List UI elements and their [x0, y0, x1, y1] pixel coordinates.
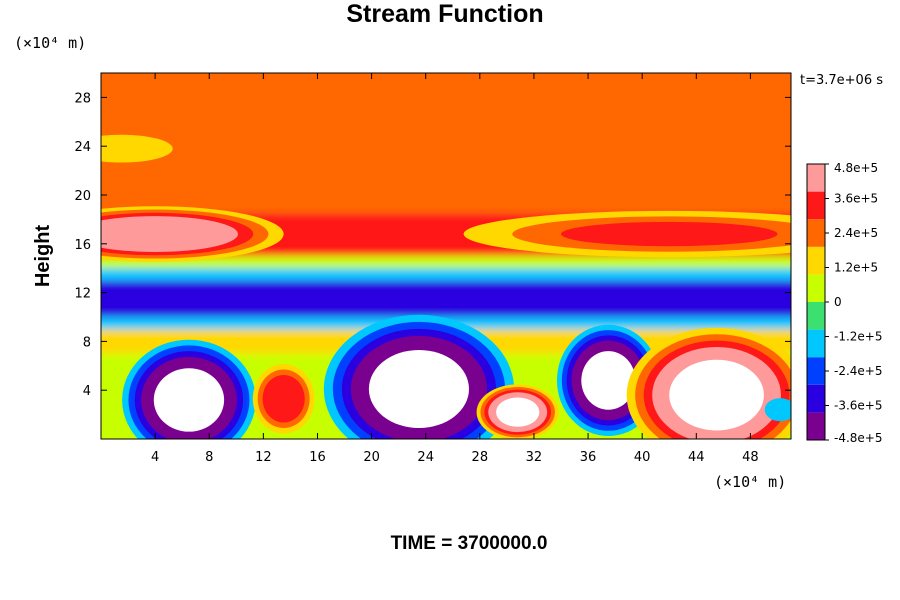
field-feature: [122, 339, 256, 439]
chart-title: Stream Function: [346, 0, 543, 28]
y-axis: 4 8 12 16 20 24 28: [74, 91, 791, 399]
x-tick-label: 20: [363, 450, 380, 465]
colorbar-swatch: [807, 219, 825, 247]
field-band: [101, 280, 791, 317]
x-tick-label: 12: [255, 450, 272, 465]
colorbar-tick-label: 4.8e+5: [834, 161, 878, 175]
field-band: [101, 256, 791, 269]
contour-field: [101, 73, 791, 439]
colorbar-tick-label: 1.2e+5: [834, 261, 878, 275]
x-unit-label: (×10⁴ m): [714, 473, 786, 491]
colorbar-tick-label: -3.6e+5: [834, 399, 883, 413]
field-band: [101, 268, 791, 281]
field-feature: [626, 327, 791, 439]
field-feature: [764, 398, 791, 422]
x-tick-label: 16: [309, 450, 326, 465]
colorbar-tick-label: -4.8e+5: [834, 431, 883, 445]
field-band: [101, 195, 791, 214]
time-footer: TIME = 3700000.0: [391, 533, 548, 554]
field-feature: [476, 384, 559, 439]
plot-frame: [100, 72, 792, 440]
x-axis: 4 8 12 16 20 24 28 32 36 40 44 48: [151, 73, 759, 465]
colorbar-swatch: [807, 329, 825, 358]
colorbar-swatch: [807, 246, 825, 275]
field-feature: [463, 210, 791, 258]
colorbar-swatch: [807, 384, 825, 413]
y-tick-label: 4: [83, 384, 91, 399]
colorbar-swatch: [807, 357, 825, 385]
colorbar-tick-label: 0: [834, 295, 842, 309]
y-unit-label: (×10⁴ m): [14, 34, 86, 52]
x-tick-label: 4: [151, 450, 159, 465]
x-tick-label: 44: [688, 450, 705, 465]
y-tick-label: 20: [74, 189, 91, 204]
colorbar-tick-label: -2.4e+5: [834, 364, 883, 378]
x-tick-label: 36: [580, 450, 597, 465]
field-feature: [101, 206, 284, 262]
colorbar-swatch: [807, 164, 825, 192]
x-tick-label: 28: [472, 450, 489, 465]
x-tick-label: 40: [634, 450, 651, 465]
colorbar-swatch: [807, 412, 825, 440]
colorbar-swatch: [807, 274, 825, 302]
colorbar-tick-label: 2.4e+5: [834, 226, 878, 240]
x-tick-label: 8: [205, 450, 213, 465]
colorbar-tick-label: 3.6e+5: [834, 192, 878, 206]
x-tick-label: 48: [742, 450, 759, 465]
field-feature: [252, 363, 315, 434]
x-tick-label: 24: [417, 450, 434, 465]
colorbar-swatch: [807, 302, 825, 330]
field-feature: [101, 134, 173, 163]
field-band: [101, 73, 791, 195]
y-tick-label: 16: [74, 238, 91, 253]
time-annotation: t=3.7e+06 s: [800, 73, 883, 88]
y-tick-label: 28: [74, 91, 91, 106]
colorbar: 4.8e+5 3.6e+5 2.4e+5 1.2e+5 0 -1.2e+5 -2.4e+5 -…: [806, 161, 883, 445]
y-tick-label: 24: [74, 140, 91, 155]
x-tick-label: 32: [526, 450, 543, 465]
colorbar-tick-label: -1.2e+5: [834, 330, 883, 344]
colorbar-swatch: [807, 191, 825, 220]
y-axis-label: Height: [32, 225, 54, 288]
y-tick-label: 8: [83, 335, 91, 350]
y-tick-label: 12: [74, 287, 91, 302]
field-feature: [323, 314, 515, 439]
